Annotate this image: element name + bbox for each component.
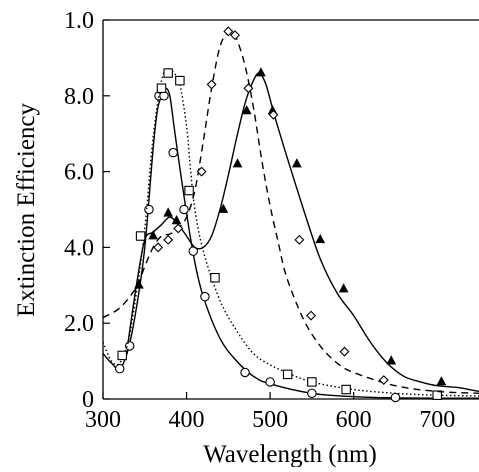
circle-marker	[240, 367, 250, 378]
y-axis-title: Extinction Efficiency	[13, 102, 40, 317]
circle-marker	[390, 392, 401, 403]
series-line-dotted	[102, 68, 479, 397]
circle-marker	[265, 377, 275, 387]
triangle-marker	[291, 158, 302, 168]
x-axis-title: Wavelength (nm)	[203, 441, 377, 467]
diamond-marker	[223, 26, 234, 37]
triangle-marker	[241, 105, 252, 115]
triangle-marker	[218, 203, 229, 213]
square-marker	[282, 369, 293, 380]
triangle-marker	[436, 376, 447, 386]
circle-marker	[124, 341, 135, 351]
diamond-marker	[206, 79, 217, 90]
diamond-marker	[163, 234, 174, 245]
triangle-marker	[386, 355, 397, 365]
diamond-marker	[153, 242, 164, 253]
x-tick-label: 600	[336, 407, 372, 433]
square-marker	[163, 68, 173, 78]
triangle-marker	[256, 67, 266, 77]
circle-marker	[114, 363, 125, 374]
y-tick-label: 1.0	[64, 8, 94, 34]
y-tick-label: 4.0	[64, 235, 94, 261]
circle-marker	[144, 204, 154, 215]
x-tick-label: 500	[252, 407, 288, 433]
triangle-marker	[148, 230, 158, 240]
series-triangle	[127, 67, 479, 393]
y-tick-label: 6.0	[64, 160, 94, 186]
square-marker	[432, 390, 442, 400]
square-marker	[184, 185, 194, 196]
square-marker	[135, 231, 146, 241]
triangle-marker	[163, 207, 174, 217]
y-tick-label: 2.0	[64, 311, 94, 337]
x-tick-label: 400	[169, 407, 205, 433]
series-line-solid	[102, 87, 479, 399]
circle-marker	[168, 147, 178, 158]
diamond-marker	[173, 223, 184, 234]
square-marker	[156, 83, 167, 93]
diamond-marker	[306, 310, 317, 321]
x-tick-label: 700	[419, 407, 455, 433]
series-line-solid	[127, 72, 479, 393]
square-marker	[307, 377, 317, 387]
diamond-marker	[230, 30, 240, 41]
diamond-marker	[196, 166, 207, 177]
triangle-marker	[338, 283, 349, 293]
series-line-dashed	[102, 29, 479, 394]
diamond-marker	[378, 375, 389, 386]
diamond-marker	[243, 83, 254, 94]
square-marker	[341, 384, 351, 395]
square-marker	[175, 75, 185, 86]
circle-marker	[188, 246, 198, 256]
y-tick-label: 8.0	[64, 84, 94, 110]
triangle-marker	[134, 279, 144, 289]
triangle-marker	[232, 158, 243, 168]
triangle-marker	[171, 215, 182, 225]
circle-marker	[200, 291, 210, 302]
series-circle	[102, 87, 479, 403]
square-marker	[117, 350, 127, 361]
x-tick-label: 300	[85, 407, 121, 433]
diamond-marker	[294, 234, 305, 245]
circle-marker	[307, 388, 317, 399]
circle-marker	[179, 204, 189, 215]
square-marker	[210, 272, 220, 283]
triangle-marker	[315, 233, 326, 244]
diamond-marker	[339, 346, 350, 357]
y-tick-label: 0	[82, 387, 94, 413]
series-square	[102, 68, 479, 400]
diamond-marker	[268, 109, 279, 120]
series-diamond	[102, 26, 479, 394]
